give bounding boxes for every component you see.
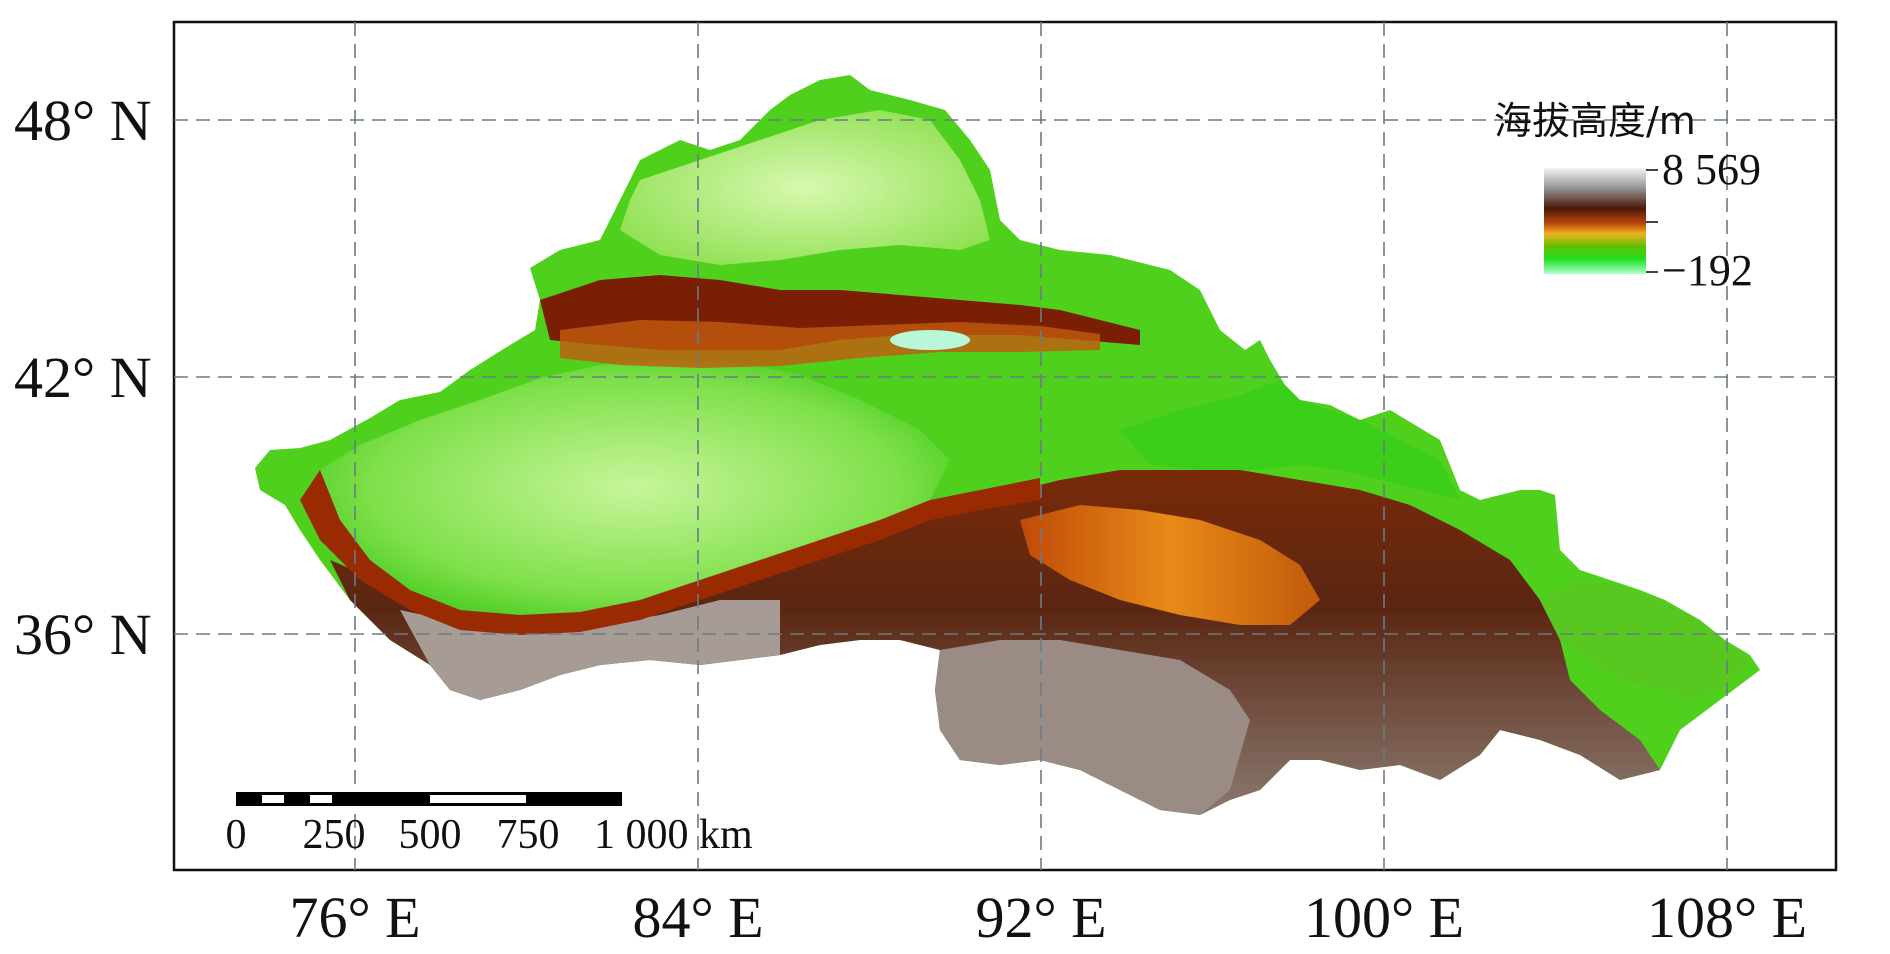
scale-bar-seg — [262, 795, 284, 803]
legend-max-value: 8 569 — [1662, 145, 1761, 194]
graticule — [174, 22, 1836, 870]
lon-label-76: 76° E — [289, 885, 420, 950]
elevation-legend: 海拔高度/m 8 569 −192 — [1494, 99, 1761, 295]
lon-label-100: 100° E — [1304, 885, 1464, 950]
high-plateau-grey — [935, 640, 1250, 815]
scale-tick-500: 500 — [399, 812, 462, 858]
scale-tick-0: 0 — [226, 812, 247, 858]
eastern-loess — [1540, 580, 1750, 700]
scale-tick-250: 250 — [303, 812, 366, 858]
lat-label-42: 42° N — [14, 345, 152, 410]
legend-color-bar — [1544, 168, 1646, 274]
lon-label-108: 108° E — [1647, 885, 1807, 950]
scale-bar-seg — [430, 795, 526, 803]
junggar-basin — [620, 110, 990, 265]
tianshan-foothills — [560, 320, 1100, 368]
qaidam-basin — [1020, 505, 1320, 625]
tarim-basin — [320, 360, 950, 615]
lon-label-84: 84° E — [632, 885, 763, 950]
scale-bar-seg — [310, 795, 332, 803]
lop-nur-lowland — [890, 330, 970, 350]
scale-tick-1000: 1 000 km — [594, 812, 753, 858]
hexi-corridor — [1120, 380, 1460, 500]
legend-title: 海拔高度/m — [1494, 99, 1696, 143]
lat-label-48: 48° N — [14, 88, 152, 153]
legend-min-value: −192 — [1662, 246, 1753, 295]
lon-label-92: 92° E — [975, 885, 1106, 950]
scale-bar-outline — [236, 792, 622, 806]
lat-label-36: 36° N — [14, 602, 152, 667]
scale-bar: 0 250 500 750 1 000 km — [226, 792, 753, 858]
kunlun-ridge — [300, 470, 1040, 635]
scale-tick-750: 750 — [497, 812, 560, 858]
